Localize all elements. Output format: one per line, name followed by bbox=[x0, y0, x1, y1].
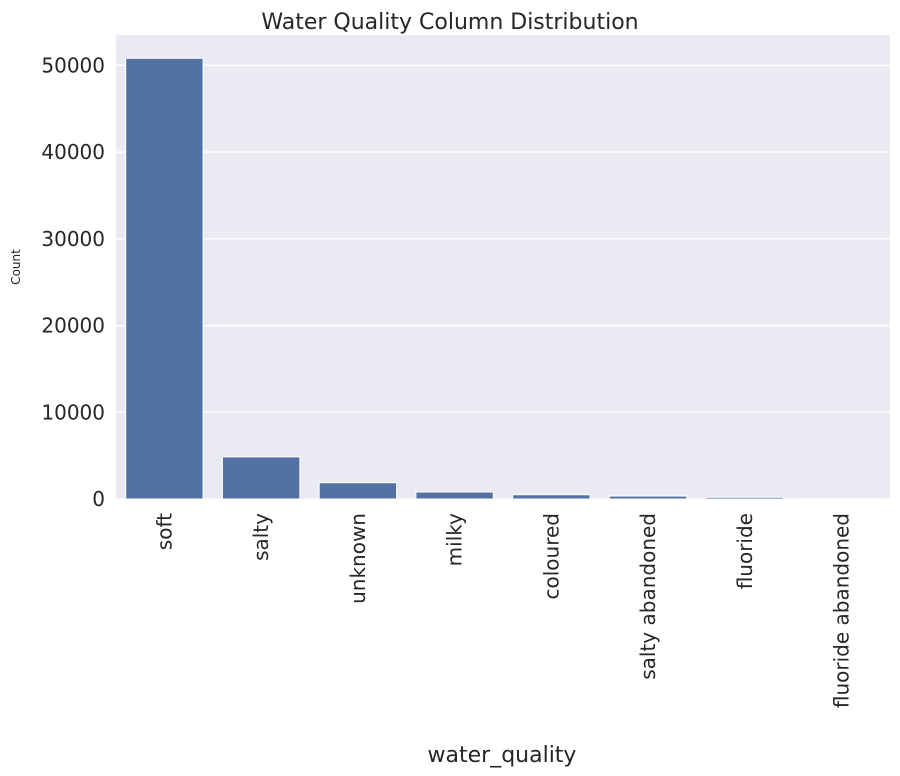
y-tick-label: 10000 bbox=[41, 400, 105, 424]
x-tick-labels: soft salty unknown milky coloured salty aband… bbox=[152, 513, 853, 708]
y-tick-label: 20000 bbox=[41, 314, 105, 338]
bar-salty-abandoned bbox=[608, 495, 688, 500]
y-tick-labels: 0 10000 20000 30000 40000 50000 bbox=[41, 53, 105, 511]
y-axis-label: Count bbox=[9, 249, 23, 285]
plot-background bbox=[116, 35, 890, 499]
bar-coloured bbox=[512, 494, 591, 500]
x-axis-label: water_quality bbox=[428, 743, 577, 768]
x-tick-label: fluoride bbox=[733, 513, 757, 589]
x-tick-label: unknown bbox=[346, 513, 370, 604]
bar-fluoride bbox=[705, 496, 785, 500]
y-tick-label: 0 bbox=[92, 487, 105, 511]
bar-salty bbox=[221, 456, 301, 500]
bars-group bbox=[125, 57, 881, 500]
bar-milky bbox=[415, 491, 494, 500]
x-tick-label: salty bbox=[249, 513, 273, 561]
x-tick-label: salty abandoned bbox=[636, 513, 660, 680]
x-tick-label: milky bbox=[443, 513, 467, 566]
bar-soft bbox=[125, 57, 204, 500]
y-tick-label: 30000 bbox=[41, 227, 105, 251]
chart-title: Water Quality Column Distribution bbox=[261, 10, 638, 35]
bar-unknown bbox=[318, 482, 398, 500]
y-tick-label: 40000 bbox=[41, 140, 105, 164]
x-tick-label: fluoride abandoned bbox=[830, 513, 854, 708]
y-tick-label: 50000 bbox=[41, 53, 105, 77]
x-tick-label: soft bbox=[152, 513, 176, 550]
x-tick-label: coloured bbox=[539, 513, 563, 599]
